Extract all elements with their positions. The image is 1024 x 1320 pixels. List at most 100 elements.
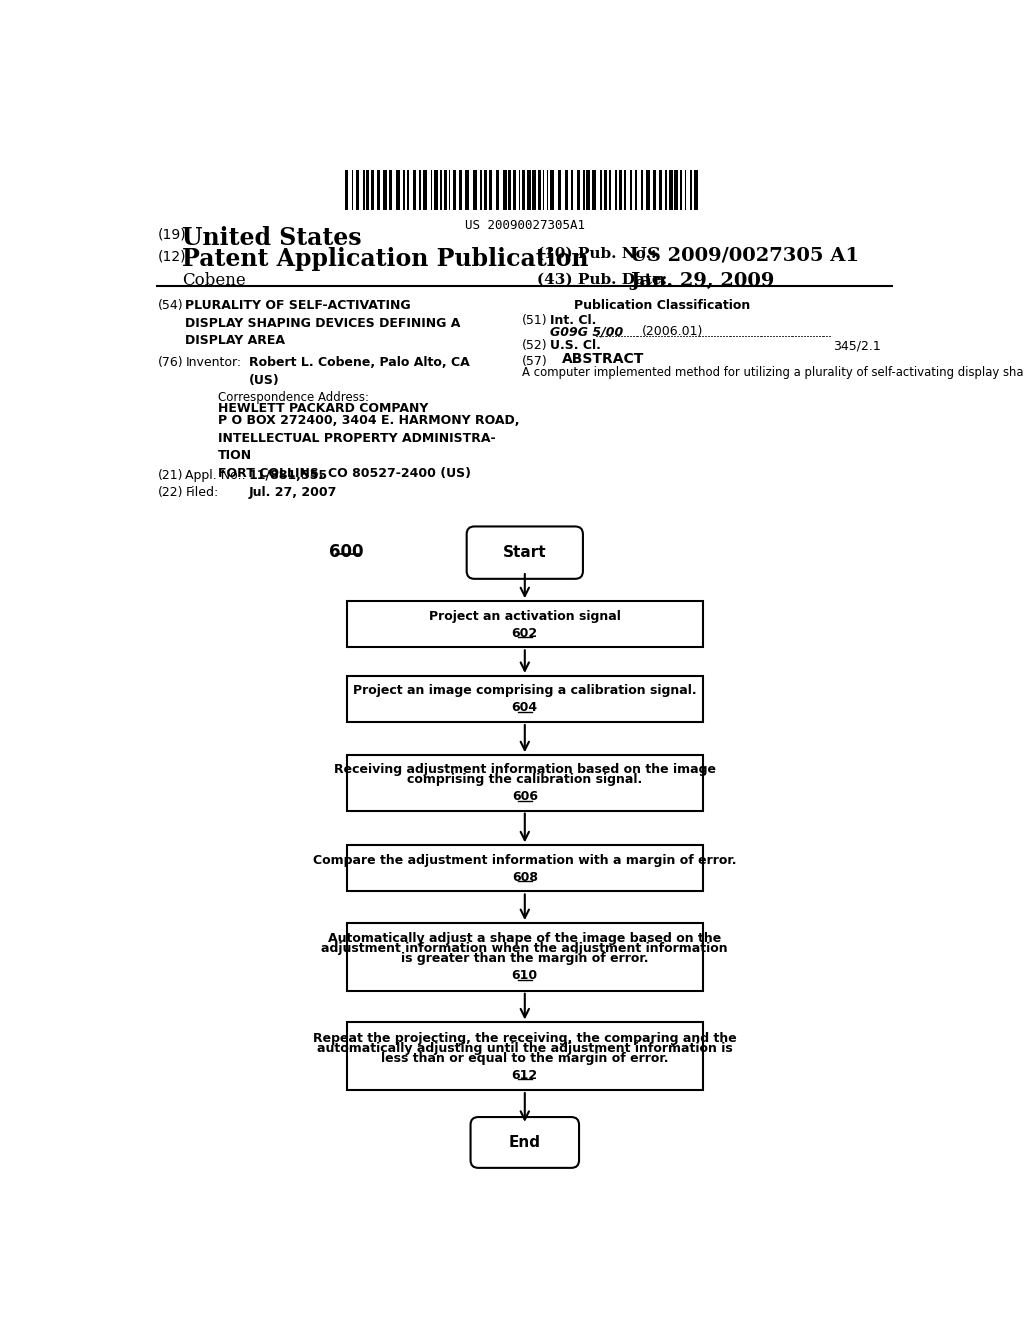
Bar <box>685 170 686 210</box>
Text: (51): (51) <box>521 314 547 327</box>
Bar <box>547 170 548 210</box>
Bar <box>680 170 682 210</box>
Text: 602: 602 <box>512 627 538 640</box>
Bar <box>593 170 596 210</box>
Text: (76): (76) <box>158 356 183 370</box>
Bar <box>646 170 649 210</box>
Text: End: End <box>509 1135 541 1150</box>
Text: (10) Pub. No.:: (10) Pub. No.: <box>538 247 656 261</box>
FancyBboxPatch shape <box>471 1117 579 1168</box>
Text: 610: 610 <box>512 969 538 982</box>
Text: Int. Cl.: Int. Cl. <box>550 314 596 327</box>
Bar <box>624 170 627 210</box>
Text: 11/881,555: 11/881,555 <box>249 469 328 482</box>
Bar <box>615 170 617 210</box>
Text: Compare the adjustment information with a margin of error.: Compare the adjustment information with … <box>313 854 736 867</box>
Bar <box>539 170 541 210</box>
Bar <box>630 170 632 210</box>
Text: United States: United States <box>182 226 361 251</box>
Bar <box>407 170 409 210</box>
Text: Repeat the projecting, the receiving, the comparing and the: Repeat the projecting, the receiving, th… <box>313 1032 736 1044</box>
Text: US 2009/0027305 A1: US 2009/0027305 A1 <box>630 247 859 265</box>
Bar <box>479 170 482 210</box>
Bar <box>366 170 369 210</box>
Bar <box>513 170 516 210</box>
Bar <box>419 170 421 210</box>
Text: Patent Application Publication: Patent Application Publication <box>182 247 589 271</box>
Bar <box>460 170 462 210</box>
Bar <box>346 676 703 722</box>
Bar <box>346 923 703 991</box>
Text: Jan. 29, 2009: Jan. 29, 2009 <box>630 272 774 290</box>
Text: US 20090027305A1: US 20090027305A1 <box>465 219 585 232</box>
Bar <box>675 170 678 210</box>
Text: 600: 600 <box>330 544 364 561</box>
Text: Robert L. Cobene, Palo Alto, CA
(US): Robert L. Cobene, Palo Alto, CA (US) <box>249 356 470 387</box>
Text: (52): (52) <box>521 339 547 352</box>
Bar <box>454 170 457 210</box>
Bar <box>372 170 375 210</box>
Text: 608: 608 <box>512 871 538 883</box>
Bar <box>658 170 662 210</box>
Bar <box>666 170 667 210</box>
Text: (22): (22) <box>158 486 183 499</box>
Text: HEWLETT PACKARD COMPANY: HEWLETT PACKARD COMPANY <box>218 401 428 414</box>
Text: (43) Pub. Date:: (43) Pub. Date: <box>538 272 668 286</box>
Bar <box>423 170 427 210</box>
Bar <box>577 170 580 210</box>
Text: Inventor:: Inventor: <box>185 356 242 370</box>
Bar <box>583 170 585 210</box>
Bar <box>465 170 469 210</box>
Bar <box>473 170 476 210</box>
Text: Publication Classification: Publication Classification <box>574 300 751 313</box>
Text: Filed:: Filed: <box>185 486 218 499</box>
Text: (2006.01): (2006.01) <box>642 326 703 338</box>
Bar <box>550 170 554 210</box>
Text: A computer implemented method for utilizing a plurality of self-activating displ: A computer implemented method for utiliz… <box>521 367 1024 379</box>
Text: Project an activation signal: Project an activation signal <box>429 610 621 623</box>
Bar <box>346 1022 703 1090</box>
Bar <box>618 170 622 210</box>
Bar <box>635 170 637 210</box>
Text: Automatically adjust a shape of the image based on the: Automatically adjust a shape of the imag… <box>328 932 722 945</box>
Bar <box>389 170 392 210</box>
Bar <box>434 170 437 210</box>
Text: Appl. No.:: Appl. No.: <box>185 469 246 482</box>
Bar <box>669 170 673 210</box>
Bar <box>383 170 387 210</box>
FancyBboxPatch shape <box>467 527 583 579</box>
Bar <box>364 170 365 210</box>
Text: less than or equal to the margin of error.: less than or equal to the margin of erro… <box>381 1052 669 1065</box>
Text: P O BOX 272400, 3404 E. HARMONY ROAD,
INTELLECTUAL PROPERTY ADMINISTRA-
TION
FOR: P O BOX 272400, 3404 E. HARMONY ROAD, IN… <box>218 414 519 479</box>
Bar <box>396 170 400 210</box>
Bar <box>690 170 692 210</box>
Text: 604: 604 <box>512 701 538 714</box>
Bar <box>503 170 507 210</box>
Text: 606: 606 <box>512 791 538 804</box>
Bar <box>652 170 656 210</box>
Bar <box>439 170 442 210</box>
Text: Start: Start <box>503 545 547 560</box>
Bar <box>497 170 499 210</box>
Text: 345/2.1: 345/2.1 <box>834 339 881 352</box>
Text: (21): (21) <box>158 469 183 482</box>
Bar <box>587 170 590 210</box>
Bar <box>532 170 536 210</box>
Text: Correspondence Address:: Correspondence Address: <box>218 391 369 404</box>
Bar <box>402 170 406 210</box>
Bar <box>564 170 567 210</box>
Text: Cobene: Cobene <box>182 272 246 289</box>
Bar <box>484 170 487 210</box>
Bar <box>346 601 703 647</box>
Text: is greater than the margin of error.: is greater than the margin of error. <box>401 952 648 965</box>
Bar <box>508 170 511 210</box>
Bar <box>346 845 703 891</box>
Text: PLURALITY OF SELF-ACTIVATING
DISPLAY SHAPING DEVICES DEFINING A
DISPLAY AREA: PLURALITY OF SELF-ACTIVATING DISPLAY SHA… <box>185 300 461 347</box>
Bar <box>489 170 493 210</box>
Bar <box>345 170 348 210</box>
Text: automatically adjusting until the adjustment information is: automatically adjusting until the adjust… <box>316 1041 733 1055</box>
Bar <box>449 170 451 210</box>
Bar <box>413 170 417 210</box>
Text: adjustment information when the adjustment information: adjustment information when the adjustme… <box>322 942 728 956</box>
Bar <box>356 170 359 210</box>
